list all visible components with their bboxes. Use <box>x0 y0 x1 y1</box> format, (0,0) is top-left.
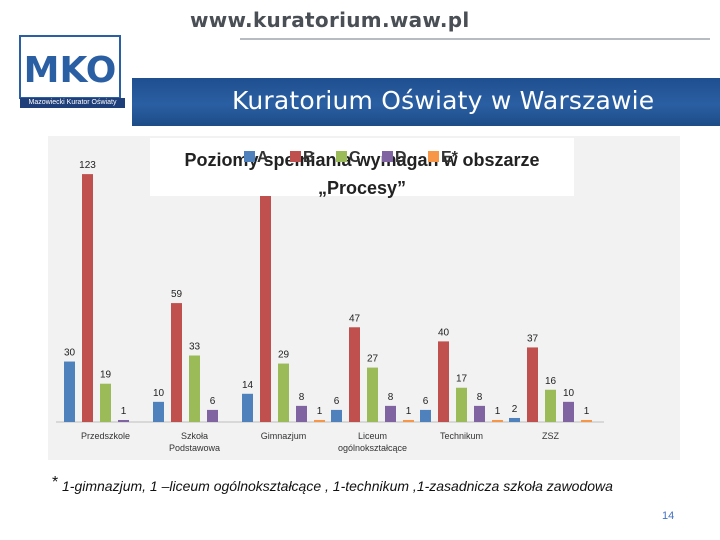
bar-A-4 <box>420 409 431 422</box>
bar-C-0 <box>100 383 111 422</box>
data-label-E-2: 1 <box>317 406 323 417</box>
mko-logo: MKO <box>14 30 126 110</box>
data-label-A-4: 6 <box>423 396 429 407</box>
data-label-C-1: 33 <box>189 341 201 352</box>
data-label-A-0: 30 <box>64 348 76 359</box>
bar-C-3 <box>367 367 378 422</box>
bar-A-3 <box>331 409 342 422</box>
bar-C-1 <box>189 355 200 422</box>
legend-label: B <box>303 149 315 166</box>
data-label-D-1: 6 <box>210 396 216 407</box>
chart-title-box <box>150 138 574 196</box>
category-label-2: Gimnazjum <box>261 431 307 441</box>
logo-graphic: MKO <box>19 35 121 99</box>
data-label-C-5: 16 <box>545 376 557 387</box>
banner-title: Kuratorium Oświaty w Warszawie <box>232 86 655 115</box>
title-banner <box>132 78 720 126</box>
logo-caption: Mazowiecki Kurator Oświaty <box>20 98 125 108</box>
data-label-E-3: 1 <box>406 406 412 417</box>
bar-D-1 <box>207 409 218 422</box>
data-label-C-2: 29 <box>278 350 290 361</box>
bar-D-0 <box>118 419 129 422</box>
bar-E-5 <box>581 419 592 422</box>
data-label-E-4: 1 <box>495 406 501 417</box>
bar-A-2 <box>242 393 253 422</box>
legend-swatch <box>428 151 439 162</box>
data-label-B-4: 40 <box>438 327 450 338</box>
bar-A-0 <box>64 361 75 422</box>
footnote-star: * <box>52 474 59 491</box>
bar-C-2 <box>278 363 289 422</box>
bar-D-5 <box>563 401 574 422</box>
legend-swatch <box>244 151 255 162</box>
data-label-D-0: 1 <box>121 406 127 417</box>
bar-B-0 <box>82 174 93 422</box>
slide-number: 14 <box>662 510 675 522</box>
category-label-3: ogólnokształcące <box>338 443 407 453</box>
data-label-C-4: 17 <box>456 374 468 385</box>
bar-E-4 <box>492 419 503 422</box>
data-label-A-1: 10 <box>153 388 165 399</box>
data-label-B-0: 123 <box>79 160 96 171</box>
bar-D-3 <box>385 405 396 422</box>
data-label-B-3: 47 <box>349 313 361 324</box>
bar-B-3 <box>349 327 360 422</box>
data-label-D-5: 10 <box>563 388 575 399</box>
category-label-1: Szkoła <box>181 431 208 441</box>
bar-B-1 <box>171 303 182 422</box>
data-label-D-4: 8 <box>477 392 483 403</box>
legend-swatch <box>290 151 301 162</box>
data-label-D-2: 8 <box>299 392 305 403</box>
bar-B-5 <box>527 347 538 422</box>
category-label-4: Technikum <box>440 431 483 441</box>
legend-label: D <box>395 149 407 166</box>
bar-B-2 <box>260 174 271 422</box>
data-label-D-3: 8 <box>388 392 394 403</box>
data-label-B-1: 59 <box>171 289 183 300</box>
footnote: 1-gimnazjum, 1 –liceum ogólnokształcące … <box>62 478 613 494</box>
chart-title: Poziomy spełniania wymagań w obszarze „P… <box>184 150 540 198</box>
data-label-C-0: 19 <box>100 370 112 381</box>
bar-B-4 <box>438 341 449 422</box>
data-label-E-5: 1 <box>584 406 590 417</box>
data-label-A-2: 14 <box>242 380 254 391</box>
site-url[interactable]: www.kuratorium.waw.pl <box>190 8 470 32</box>
bar-A-1 <box>153 401 164 422</box>
bar-D-4 <box>474 405 485 422</box>
legend-label: A <box>257 149 269 166</box>
logo-letters: MKO <box>24 50 117 91</box>
header-divider <box>240 38 710 40</box>
bar-A-5 <box>509 417 520 422</box>
bar-D-2 <box>296 405 307 422</box>
bar-E-3 <box>403 419 414 422</box>
bar-C-4 <box>456 387 467 422</box>
legend-label: E* <box>441 149 458 166</box>
legend-swatch <box>382 151 393 162</box>
legend-swatch <box>336 151 347 162</box>
category-label-1: Podstawowa <box>169 443 220 453</box>
category-label-5: ZSZ <box>542 431 560 441</box>
data-label-B-5: 37 <box>527 333 539 344</box>
legend-label: C <box>349 149 361 166</box>
data-label-A-3: 6 <box>334 396 340 407</box>
category-label-0: Przedszkole <box>81 431 130 441</box>
bar-E-2 <box>314 419 325 422</box>
category-label-3: Liceum <box>358 431 387 441</box>
data-label-A-5: 2 <box>512 404 518 415</box>
data-label-C-3: 27 <box>367 354 379 365</box>
bar-C-5 <box>545 389 556 422</box>
